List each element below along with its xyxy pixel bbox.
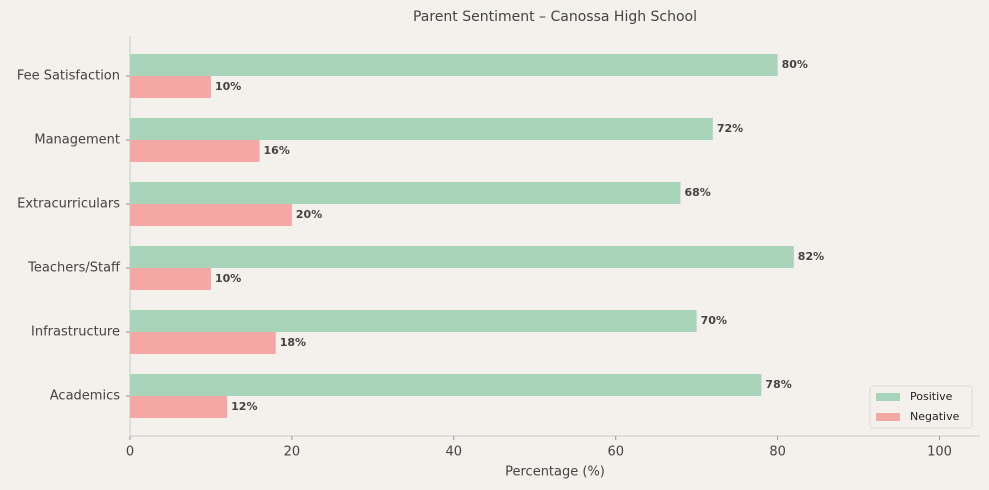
value-label: 10% — [215, 80, 241, 93]
bar — [130, 396, 228, 418]
y-tick-label: Extracurriculars — [17, 197, 120, 212]
legend-swatch — [876, 393, 900, 401]
x-tick-label: 20 — [284, 445, 301, 460]
legend-swatch — [876, 413, 900, 421]
bar — [130, 374, 762, 396]
x-tick-label: 0 — [126, 445, 134, 460]
bar — [130, 268, 211, 290]
x-axis-label: Percentage (%) — [505, 465, 605, 480]
y-tick-label: Infrastructure — [31, 325, 120, 340]
y-tick-label: Management — [34, 133, 120, 148]
value-label: 12% — [231, 400, 257, 413]
value-label: 70% — [701, 314, 727, 327]
value-label: 10% — [215, 272, 241, 285]
x-tick-label: 100 — [927, 445, 952, 460]
y-tick-label: Academics — [50, 389, 120, 404]
legend-label: Negative — [910, 410, 960, 423]
value-label: 20% — [296, 208, 322, 221]
bar — [130, 332, 276, 354]
y-tick-label: Fee Satisfaction — [17, 69, 120, 84]
bar — [130, 140, 260, 162]
bar — [130, 182, 681, 204]
value-label: 82% — [798, 250, 824, 263]
value-label: 80% — [782, 58, 808, 71]
bar — [130, 76, 211, 98]
bar — [130, 54, 778, 76]
bar — [130, 204, 292, 226]
value-label: 78% — [765, 378, 791, 391]
x-tick-label: 40 — [446, 445, 463, 460]
value-label: 18% — [280, 336, 306, 349]
value-label: 72% — [717, 122, 743, 135]
value-label: 16% — [264, 144, 290, 157]
bar — [130, 246, 794, 268]
y-tick-label: Teachers/Staff — [27, 261, 121, 276]
chart-title: Parent Sentiment – Canossa High School — [413, 9, 697, 25]
legend-label: Positive — [910, 390, 953, 403]
x-tick-label: 80 — [769, 445, 786, 460]
x-tick-label: 60 — [607, 445, 624, 460]
bar — [130, 118, 713, 140]
value-label: 68% — [684, 186, 710, 199]
bar — [130, 310, 697, 332]
